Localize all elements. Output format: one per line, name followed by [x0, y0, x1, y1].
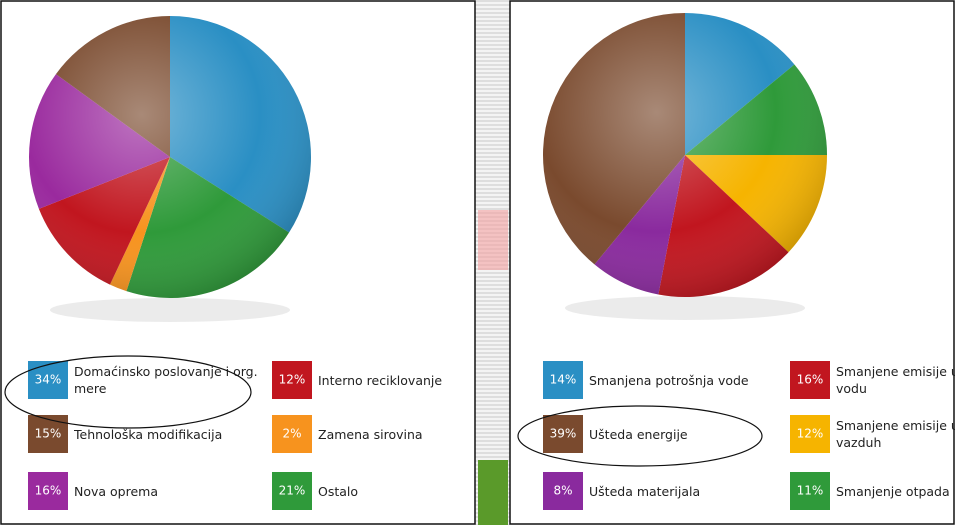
legend-label-box: Smanjene emisije u vodu: [836, 364, 955, 396]
legend-label: Interno reciklovanje: [318, 372, 443, 388]
legend-swatch: [272, 361, 312, 399]
legend-swatch: [28, 361, 68, 399]
legend-label-box: Tehnološka modifikacija: [74, 426, 223, 442]
legend-label-box: Smanjena potrošnja vode: [589, 372, 749, 388]
legend-label: Domaćinsko poslovanje i org. mere: [74, 364, 258, 396]
legend-label: Ušteda materijala: [589, 483, 701, 499]
legend-swatch: [28, 415, 68, 453]
legend-value: 16%: [797, 373, 824, 387]
legend-swatch: [272, 472, 312, 510]
legend-value: 14%: [550, 373, 577, 387]
legend-label-box: Smanjene emisije u vazduh: [836, 418, 955, 450]
legend-swatch: [790, 361, 830, 399]
legend-value: 12%: [797, 427, 824, 441]
legend-swatch: [790, 472, 830, 510]
legend-label: Smanjenje otpada: [836, 483, 950, 499]
legend-label: Smanjene emisije u vazduh: [836, 418, 955, 450]
legend-value: 16%: [35, 484, 62, 498]
legend-label: Nova oprema: [74, 483, 159, 499]
legend-value: 39%: [550, 427, 577, 441]
legend-label-box: Interno reciklovanje: [318, 372, 443, 388]
legend-swatch: [28, 472, 68, 510]
decor: [478, 210, 508, 270]
legend-label-box: Ušteda energije: [589, 426, 688, 442]
legend-swatch: [272, 415, 312, 453]
legend-label: Smanjena potrošnja vode: [589, 372, 749, 388]
highlight-ellipse: [4, 355, 252, 429]
decor: [478, 460, 508, 525]
pie-shadow: [565, 296, 805, 320]
legend-swatch: [543, 361, 583, 399]
legend-label: Smanjene emisije u vodu: [836, 364, 955, 396]
legend-label: Zamena sirovina: [318, 426, 423, 442]
legend-label: Tehnološka modifikacija: [74, 426, 223, 442]
legend-swatch: [790, 415, 830, 453]
legend-label-box: Ostalo: [318, 483, 359, 499]
legend-value: 12%: [279, 373, 306, 387]
highlight-ellipse: [517, 405, 763, 467]
legend-value: 21%: [279, 484, 306, 498]
legend-value: 2%: [282, 427, 301, 441]
legend-value: 11%: [797, 484, 824, 498]
legend-value: 8%: [553, 484, 572, 498]
pie-shadow: [50, 298, 290, 322]
legend-label: Ostalo: [318, 483, 359, 499]
legend-value: 34%: [35, 373, 62, 387]
legend-value: 15%: [35, 427, 62, 441]
legend-label: Ušteda energije: [589, 426, 688, 442]
legend-swatch: [543, 415, 583, 453]
legend-label-box: Nova oprema: [74, 483, 159, 499]
legend-label-box: Smanjenje otpada: [836, 483, 950, 499]
legend-label-box: Ušteda materijala: [589, 483, 701, 499]
legend-swatch: [543, 472, 583, 510]
legend-label-box: Domaćinsko poslovanje i org. mere: [74, 364, 258, 396]
legend-label-box: Zamena sirovina: [318, 426, 423, 442]
